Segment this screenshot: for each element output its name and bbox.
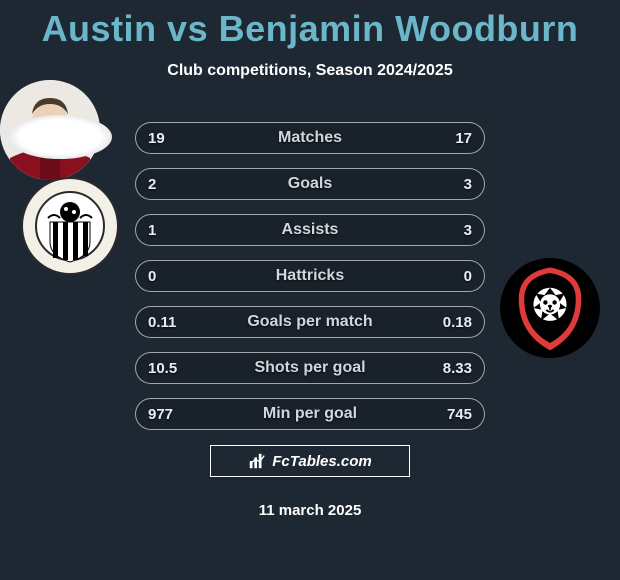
stat-p1-value: 19: [148, 130, 165, 147]
comparison-subtitle: Club competitions, Season 2024/2025: [0, 62, 620, 80]
player1-club-badge: [20, 176, 120, 276]
notts-county-badge-icon: [20, 176, 120, 276]
stat-row: 19 Matches 17: [135, 122, 485, 154]
brand-box: FcTables.com: [210, 445, 410, 477]
comparison-title: Austin vs Benjamin Woodburn: [0, 0, 620, 50]
stat-label: Matches: [278, 129, 342, 147]
stat-p2-value: 17: [455, 130, 472, 147]
stat-row: 10.5 Shots per goal 8.33: [135, 352, 485, 384]
stat-label: Shots per goal: [254, 359, 365, 377]
stats-table: 19 Matches 17 2 Goals 3 1 Assists 3 0 Ha…: [135, 122, 485, 444]
stat-p1-value: 10.5: [148, 360, 177, 377]
footer-date: 11 march 2025: [0, 502, 620, 519]
stat-p1-value: 977: [148, 406, 173, 423]
stat-p2-value: 0: [464, 268, 472, 285]
stat-p1-value: 2: [148, 176, 156, 193]
stat-p2-value: 0.18: [443, 314, 472, 331]
bar-chart-icon: [248, 452, 266, 470]
stat-label: Hattricks: [276, 267, 344, 285]
stat-label: Min per goal: [263, 405, 357, 423]
brand-text: FcTables.com: [272, 453, 371, 470]
stat-label: Assists: [282, 221, 339, 239]
stat-p2-value: 3: [464, 222, 472, 239]
stat-label: Goals per match: [247, 313, 372, 331]
stat-p1-value: 0: [148, 268, 156, 285]
stat-p1-value: 0.11: [148, 314, 176, 331]
stat-row: 1 Assists 3: [135, 214, 485, 246]
stat-label: Goals: [288, 175, 332, 193]
stat-row: 2 Goals 3: [135, 168, 485, 200]
stat-row: 977 Min per goal 745: [135, 398, 485, 430]
stat-row: 0 Hattricks 0: [135, 260, 485, 292]
stat-row: 0.11 Goals per match 0.18: [135, 306, 485, 338]
stat-p2-value: 3: [464, 176, 472, 193]
stat-p2-value: 8.33: [443, 360, 472, 377]
player2-club-badge: [500, 258, 600, 358]
stat-p1-value: 1: [148, 222, 156, 239]
stat-p2-value: 745: [447, 406, 472, 423]
player1-avatar: [8, 115, 112, 159]
salford-city-badge-icon: [504, 262, 596, 354]
